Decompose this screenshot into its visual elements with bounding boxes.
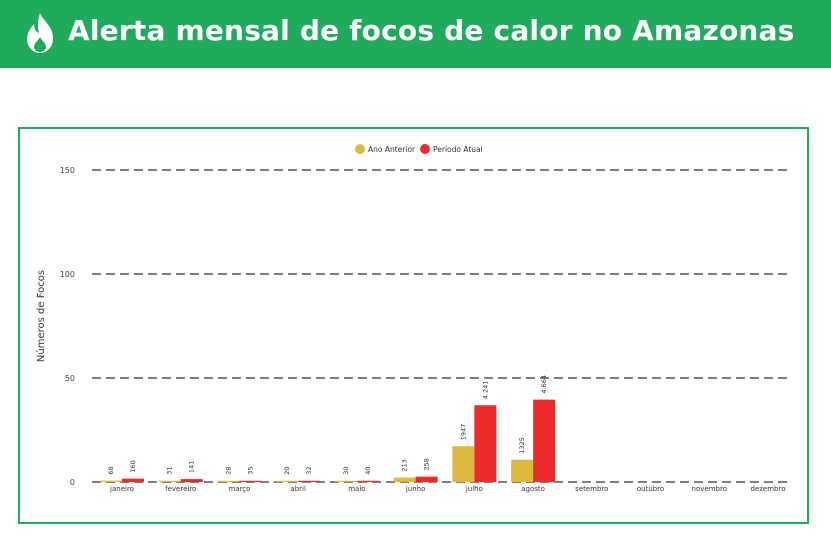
bar (239, 480, 262, 482)
data-label: 1947 (459, 424, 467, 441)
y-tick-label: 0 (70, 478, 75, 487)
data-label: 32 (305, 467, 313, 475)
y-tick-label: 150 (60, 166, 75, 175)
data-label: 20 (283, 467, 291, 475)
x-tick-label: abril (290, 485, 306, 493)
bar (298, 480, 321, 482)
y-tick-label: 50 (65, 374, 75, 383)
x-tick-label: outubro (637, 485, 664, 493)
data-label: 28 (224, 467, 232, 475)
data-label: 4.664 (540, 375, 548, 394)
bar (158, 480, 181, 482)
x-tick-label: janeiro (109, 485, 134, 493)
legend-label: Período Atual (433, 145, 483, 154)
data-label: 31 (166, 467, 174, 475)
bar (122, 478, 144, 482)
y-tick-label: 100 (60, 270, 75, 279)
bar (356, 480, 379, 482)
data-label: 30 (342, 467, 350, 475)
x-tick-label: maio (348, 485, 365, 493)
x-tick-label: setembro (575, 485, 608, 493)
x-tick-label: junho (405, 485, 426, 493)
x-tick-label: agosto (521, 485, 545, 493)
legend-swatch (355, 144, 365, 154)
data-label: 213 (401, 459, 409, 471)
data-label: 1325 (518, 437, 526, 454)
x-tick-label: março (228, 485, 250, 493)
chart-frame (18, 127, 809, 524)
bar (393, 477, 416, 482)
bar (276, 480, 299, 482)
data-label: 35 (246, 467, 254, 475)
legend-swatch (420, 144, 430, 154)
legend-label: Ano Anterior (368, 145, 416, 154)
x-tick-label: dezembro (751, 485, 786, 493)
data-label: 4.241 (481, 381, 489, 400)
header-bar: Alerta mensal de focos de calor no Amazo… (0, 0, 831, 68)
data-label: 258 (423, 458, 431, 470)
bar (334, 480, 357, 482)
data-label: 141 (188, 461, 196, 473)
y-axis-label: Números de Focos (35, 270, 47, 362)
x-tick-label: fevereiro (165, 485, 196, 493)
bar (415, 476, 438, 482)
bar (474, 405, 497, 482)
page-title: Alerta mensal de focos de calor no Amazo… (68, 14, 795, 47)
data-label: 68 (107, 466, 115, 474)
x-tick-label: julho (465, 485, 483, 493)
bar (100, 480, 122, 482)
x-tick-label: novembro (692, 485, 727, 493)
bar (217, 480, 240, 482)
flame-icon (27, 13, 53, 53)
bar (452, 446, 475, 482)
bar (533, 399, 556, 482)
data-label: 40 (364, 467, 372, 475)
bar (180, 479, 203, 482)
data-label: 160 (129, 460, 137, 472)
bar (511, 459, 534, 482)
